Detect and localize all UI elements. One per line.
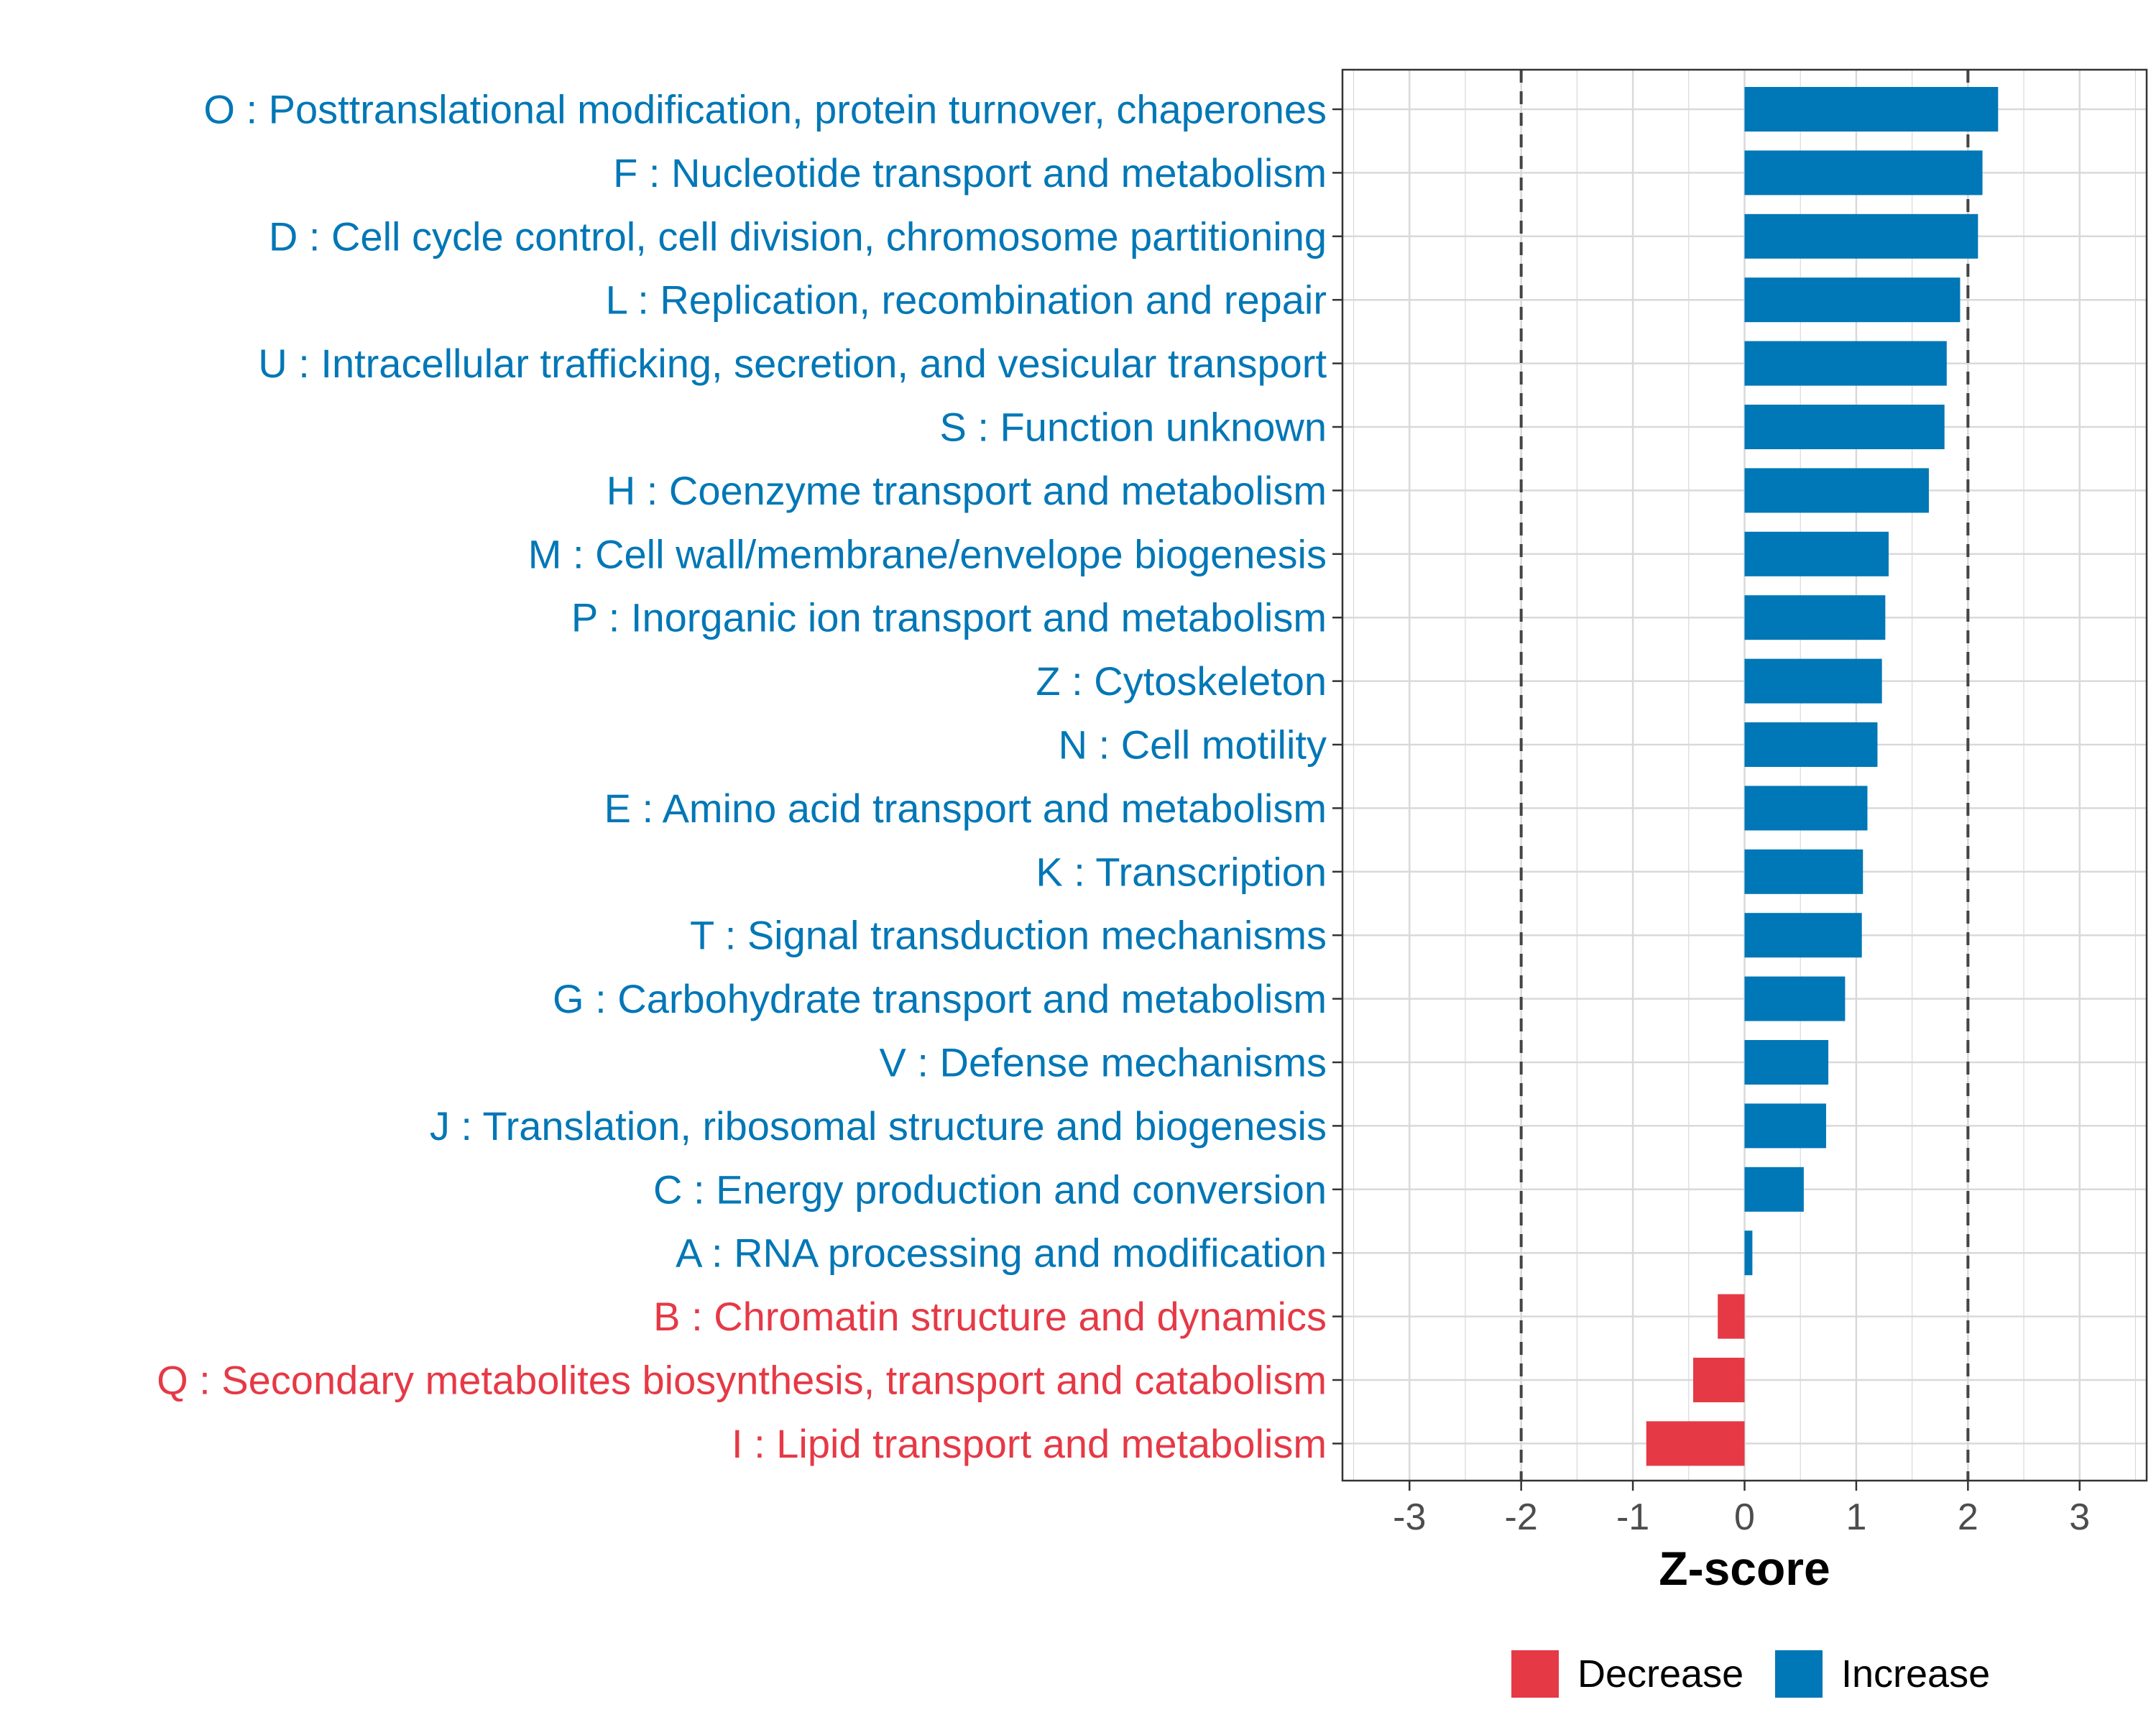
bar [1744,1167,1804,1212]
category-label: A : RNA processing and modification [676,1230,1327,1276]
category-label: Z : Cytoskeleton [1036,658,1327,704]
bar [1744,1040,1829,1085]
legend-label-increase: Increase [1841,1652,1990,1696]
category-label: C : Energy production and conversion [653,1167,1327,1212]
x-axis-ticks: -3 -2 -1 0 1 2 3 [1393,1481,2090,1538]
bar [1718,1294,1745,1339]
category-label: S : Function unknown [939,405,1327,450]
x-tick-label: 2 [1958,1496,1978,1538]
category-label: L : Replication, recombination and repai… [606,277,1327,323]
category-label: V : Defense mechanisms [880,1040,1327,1085]
bar [1744,531,1889,576]
category-label: H : Coenzyme transport and metabolism [607,468,1327,513]
bar [1744,150,1983,196]
category-label: K : Transcription [1036,849,1327,894]
category-label: I : Lipid transport and metabolism [732,1421,1327,1466]
x-tick-label: -2 [1505,1496,1538,1538]
legend: Decrease Increase [1511,1650,1990,1698]
category-label: T : Signal transduction mechanisms [690,913,1327,958]
legend-swatch-increase [1775,1650,1823,1698]
bar [1744,1103,1826,1149]
x-tick-label: -3 [1393,1496,1426,1538]
y-axis-ticks [1332,108,1342,1445]
category-label: P : Inorganic ion transport and metaboli… [571,595,1327,640]
bar [1744,976,1846,1021]
x-tick-label: 0 [1734,1496,1755,1538]
x-tick-label: 1 [1846,1496,1866,1538]
category-label: E : Amino acid transport and metabolism [604,786,1327,831]
category-label: B : Chromatin structure and dynamics [653,1294,1327,1339]
legend-label-decrease: Decrease [1577,1652,1743,1696]
bar [1744,468,1929,513]
bar [1744,1230,1753,1276]
bar [1744,786,1868,831]
reference-lines [1519,70,1970,1481]
bar [1744,87,1999,132]
bar [1744,341,1947,386]
bars [1646,87,1999,1466]
x-axis-title: Z-score [1659,1542,1830,1595]
x-tick-label: 3 [2069,1496,2090,1538]
category-label: G : Carbohydrate transport and metabolis… [553,976,1327,1021]
bar [1744,405,1945,449]
category-label: J : Translation, ribosomal structure and… [430,1103,1327,1149]
category-label: M : Cell wall/membrane/envelope biogenes… [528,531,1327,576]
bar [1744,595,1886,640]
x-tick-label: -1 [1616,1496,1649,1538]
legend-swatch-decrease [1511,1650,1559,1698]
bar [1646,1421,1745,1466]
y-axis-category-labels: O : Posttranslational modification, prot… [157,87,1327,1466]
bar [1693,1358,1745,1402]
bar [1744,849,1864,894]
bar [1744,722,1878,767]
category-label: N : Cell motility [1059,722,1327,768]
bar [1744,277,1961,323]
category-label: Q : Secondary metabolites biosynthesis, … [157,1358,1327,1403]
category-label: O : Posttranslational modification, prot… [203,87,1327,132]
category-label: D : Cell cycle control, cell division, c… [269,213,1327,259]
category-label: F : Nucleotide transport and metabolism [613,150,1327,196]
category-label: U : Intracellular trafficking, secretion… [258,341,1327,386]
bar [1744,213,1978,259]
bar [1744,913,1862,958]
bar [1744,658,1882,704]
